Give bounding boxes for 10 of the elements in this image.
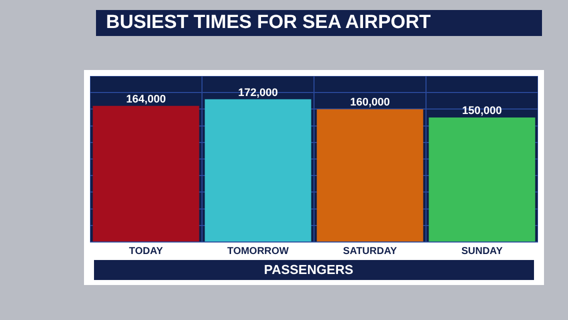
data-label: 150,000 [462,105,502,118]
data-label: 172,000 [238,86,278,99]
data-label: 164,000 [126,93,166,106]
chart-title: BUSIEST TIMES FOR SEA AIRPORT [96,10,542,36]
x-tick-label: TODAY [129,246,164,257]
data-label: 160,000 [350,96,390,109]
x-tick-label: TOMORROW [227,246,290,257]
x-tick-label: SATURDAY [343,246,398,257]
x-axis-title: PASSENGERS [94,260,534,280]
x-tick-label: SUNDAY [461,246,503,257]
